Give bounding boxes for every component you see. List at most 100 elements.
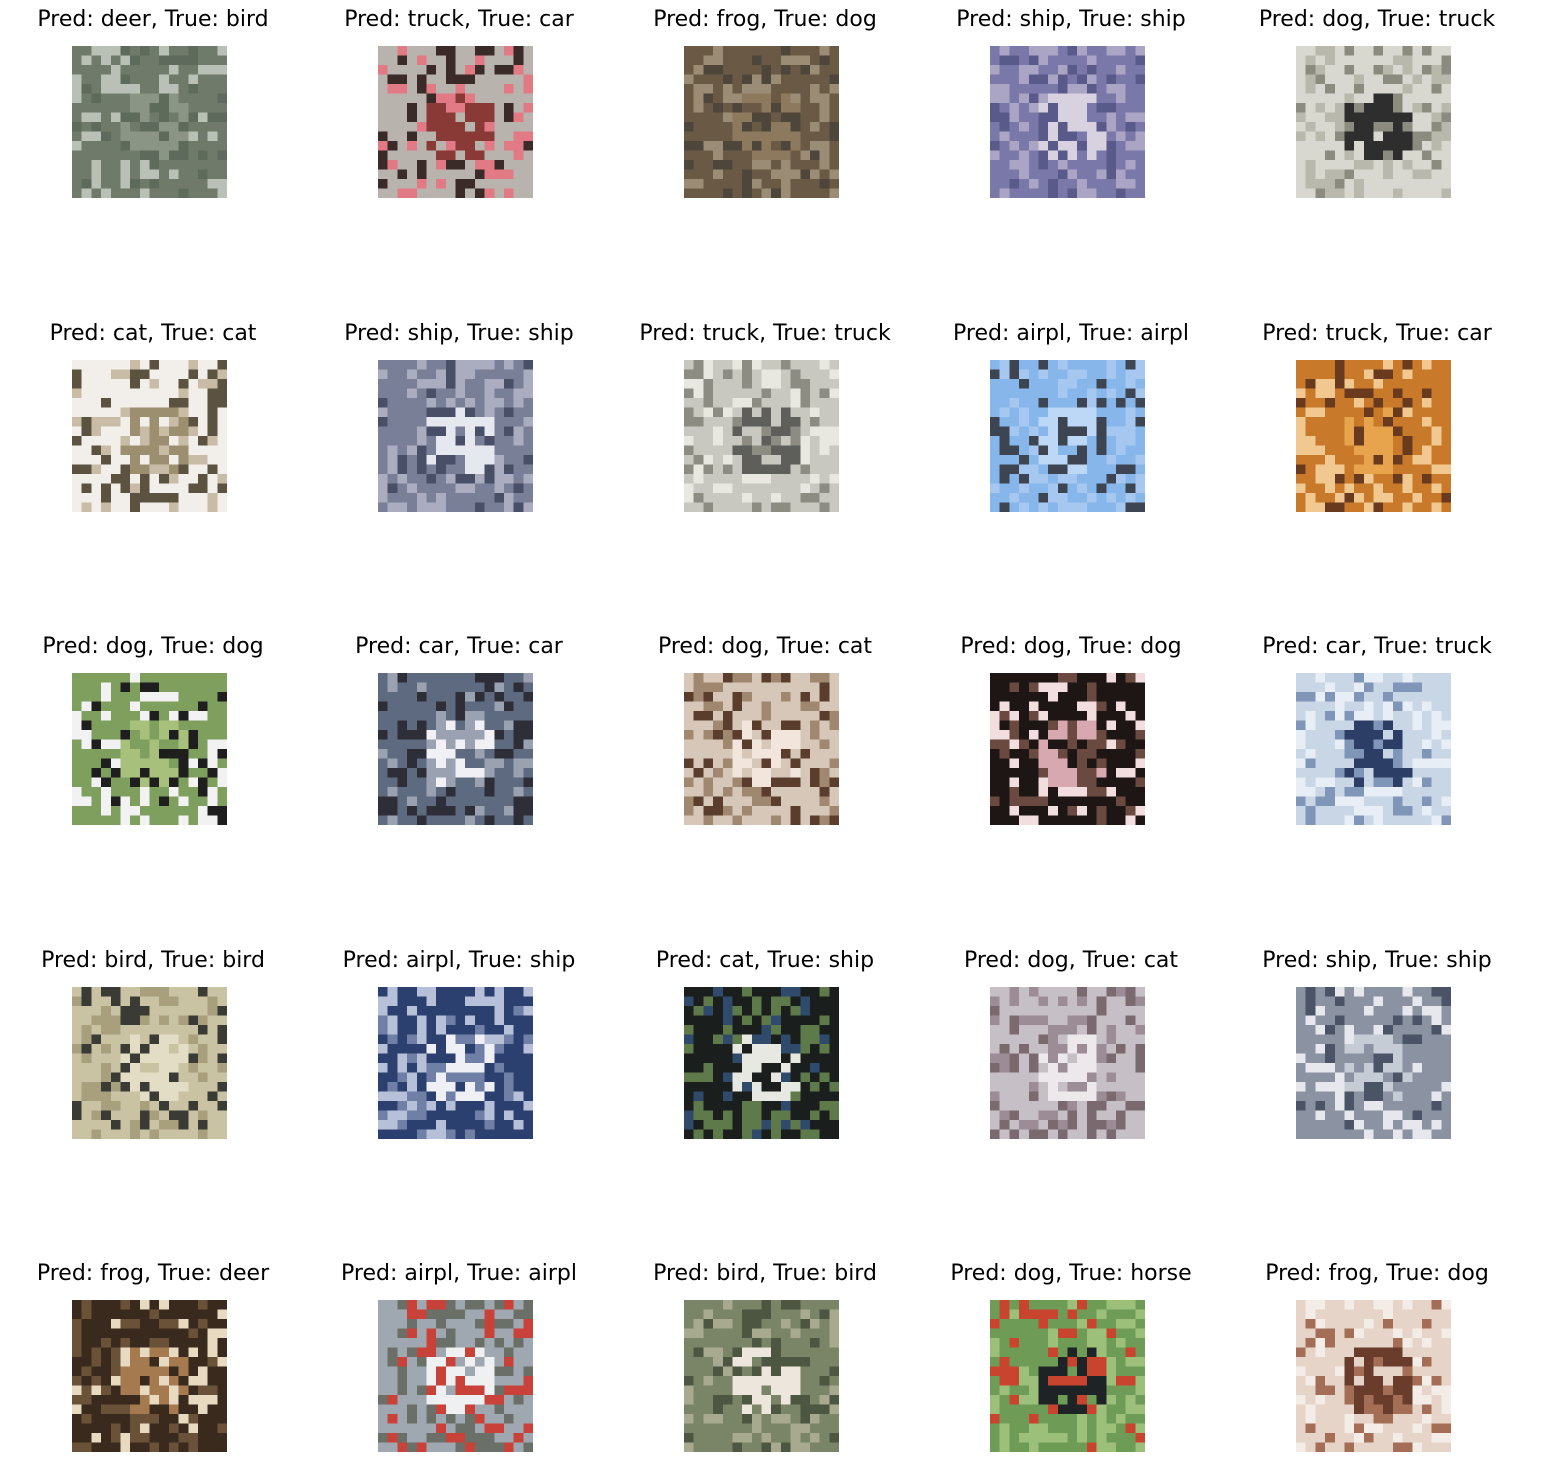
panel-title: Pred: bird, True: bird [41,948,265,973]
cifar-image-pixels [378,1300,533,1452]
cifar-image-pixels [378,987,533,1139]
cifar-image [684,46,839,198]
cifar-image-pixels [684,1300,839,1452]
cifar-image [72,360,227,512]
prediction-panel: Pred: dog, True: dog [918,627,1224,827]
cifar-image-pixels [378,673,533,825]
prediction-panel: Pred: frog, True: dog [1224,1254,1530,1454]
panel-title: Pred: bird, True: bird [653,1261,877,1286]
cifar-image [1296,1300,1451,1452]
panel-title: Pred: frog, True: deer [36,1261,270,1286]
cifar-image-pixels [684,673,839,825]
panel-title: Pred: truck, True: truck [639,321,891,346]
cifar-image-pixels [1296,46,1451,198]
prediction-panel: Pred: airpl, True: airpl [918,314,1224,514]
panel-title: Pred: dog, True: dog [960,634,1182,659]
prediction-panel: Pred: ship, True: ship [1224,941,1530,1141]
prediction-panel: Pred: dog, True: cat [918,941,1224,1141]
cifar-image-pixels [72,1300,227,1452]
panel-title: Pred: truck, True: car [344,7,574,32]
cifar-image-pixels [684,46,839,198]
panel-title: Pred: car, True: car [355,634,563,659]
cifar-image [1296,987,1451,1139]
panel-title: Pred: frog, True: dog [1265,1261,1489,1286]
cifar-image [72,673,227,825]
cifar-image-pixels [72,987,227,1139]
cifar-image [990,987,1145,1139]
prediction-panel: Pred: dog, True: horse [918,1254,1224,1454]
cifar-image-pixels [378,46,533,198]
prediction-panel: Pred: cat, True: ship [612,941,918,1141]
cifar-image-pixels [684,987,839,1139]
prediction-panel: Pred: frog, True: deer [0,1254,306,1454]
cifar-image [378,987,533,1139]
prediction-panel: Pred: airpl, True: airpl [306,1254,612,1454]
panel-title: Pred: dog, True: cat [963,948,1179,973]
panel-title: Pred: dog, True: cat [657,634,873,659]
cifar-image [990,673,1145,825]
cifar-image-pixels [990,360,1145,512]
cifar-image [684,673,839,825]
cifar-image-pixels [990,46,1145,198]
cifar-image [72,987,227,1139]
panel-title: Pred: cat, True: ship [655,948,875,973]
panel-title: Pred: truck, True: car [1262,321,1492,346]
cifar-image-pixels [990,987,1145,1139]
cifar-image-pixels [684,360,839,512]
prediction-panel: Pred: cat, True: cat [0,314,306,514]
cifar-image [1296,46,1451,198]
panel-title: Pred: deer, True: bird [37,7,269,32]
cifar-image [378,673,533,825]
prediction-panel: Pred: truck, True: truck [612,314,918,514]
cifar-image [990,360,1145,512]
prediction-panel: Pred: truck, True: car [306,0,612,200]
prediction-panel: Pred: bird, True: bird [0,941,306,1141]
cifar-image [378,46,533,198]
prediction-panel: Pred: car, True: truck [1224,627,1530,827]
cifar-image [990,1300,1145,1452]
prediction-panel: Pred: car, True: car [306,627,612,827]
cifar-image-pixels [990,673,1145,825]
cifar-image [1296,673,1451,825]
prediction-panel: Pred: dog, True: dog [0,627,306,827]
panel-title: Pred: dog, True: dog [42,634,264,659]
cifar-image [684,1300,839,1452]
panel-title: Pred: dog, True: truck [1258,7,1496,32]
panel-title: Pred: frog, True: dog [653,7,877,32]
cifar-image-pixels [378,360,533,512]
cifar-image [378,1300,533,1452]
panel-title: Pred: car, True: truck [1262,634,1492,659]
prediction-panel: Pred: airpl, True: ship [306,941,612,1141]
panel-title: Pred: airpl, True: airpl [341,1261,577,1286]
cifar-image-pixels [72,360,227,512]
cifar-image [684,987,839,1139]
panel-title: Pred: ship, True: ship [1262,948,1492,973]
cifar-image-pixels [72,46,227,198]
prediction-panel: Pred: truck, True: car [1224,314,1530,514]
cifar-image-pixels [72,673,227,825]
prediction-panel: Pred: bird, True: bird [612,1254,918,1454]
panel-title: Pred: cat, True: cat [49,321,257,346]
cifar-image [378,360,533,512]
cifar-image-pixels [1296,360,1451,512]
prediction-panel: Pred: deer, True: bird [0,0,306,200]
cifar-image-pixels [990,1300,1145,1452]
cifar-image [72,1300,227,1452]
cifar-image [990,46,1145,198]
panel-title: Pred: ship, True: ship [956,7,1186,32]
cifar-image-pixels [1296,1300,1451,1452]
cifar-image [684,360,839,512]
prediction-panel: Pred: ship, True: ship [918,0,1224,200]
cifar-image [72,46,227,198]
cifar-image-pixels [1296,673,1451,825]
prediction-panel: Pred: dog, True: truck [1224,0,1530,200]
panel-title: Pred: airpl, True: ship [342,948,576,973]
cifar-image [1296,360,1451,512]
panel-title: Pred: dog, True: horse [950,1261,1192,1286]
prediction-panel: Pred: ship, True: ship [306,314,612,514]
prediction-panel: Pred: dog, True: cat [612,627,918,827]
panel-title: Pred: airpl, True: airpl [953,321,1189,346]
panel-title: Pred: ship, True: ship [344,321,574,346]
cifar-image-pixels [1296,987,1451,1139]
